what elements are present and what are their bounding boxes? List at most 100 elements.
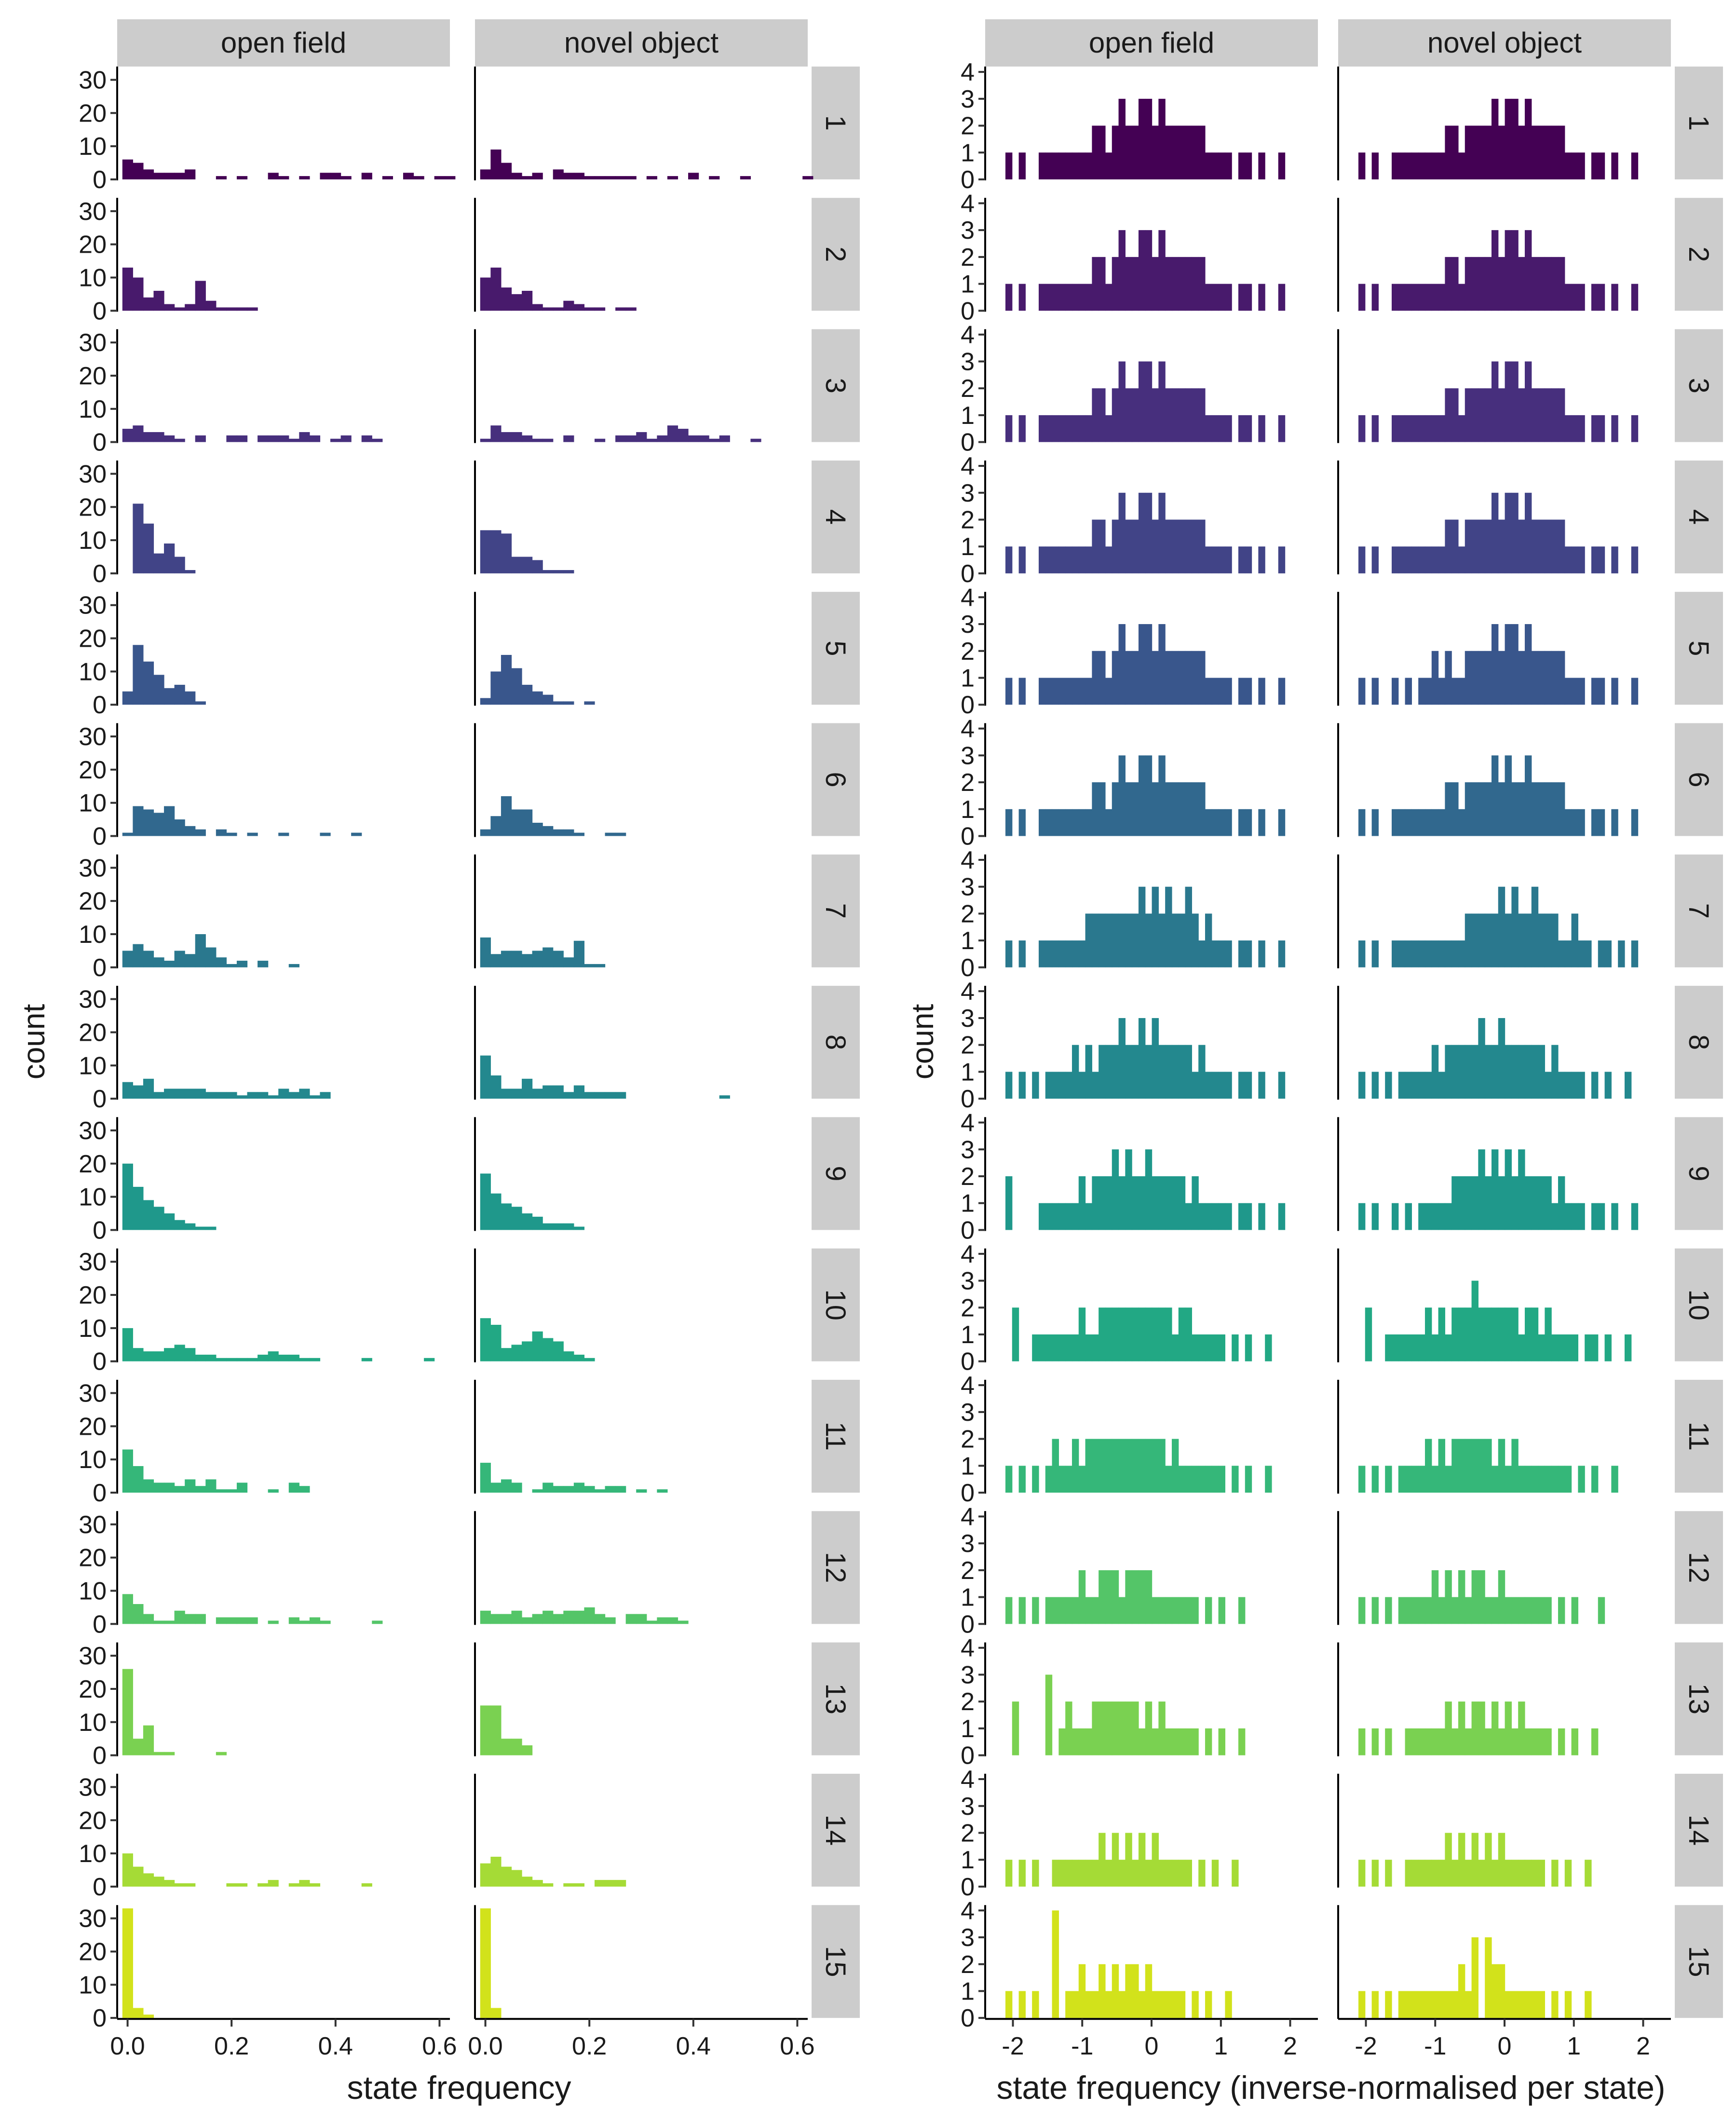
histogram-bar	[185, 1614, 196, 1624]
histogram-bar	[1405, 940, 1412, 967]
histogram-bar	[1258, 678, 1265, 705]
histogram-bar	[320, 832, 331, 836]
histogram-bar	[573, 1483, 585, 1493]
histogram-bar	[1505, 98, 1512, 179]
histogram-bar	[1099, 1964, 1106, 2018]
histogram-bar	[480, 438, 491, 442]
histogram-bar	[1205, 1466, 1212, 1493]
histogram-bar	[143, 661, 154, 705]
histogram-bar	[1558, 257, 1565, 311]
histogram-bar	[1518, 1701, 1525, 1755]
histogram-bar	[1192, 1334, 1199, 1361]
histogram-bar	[501, 432, 512, 442]
y-tick-label: 1	[961, 533, 975, 561]
histogram-bar	[490, 1705, 502, 1755]
histogram-bar	[1112, 1149, 1119, 1230]
histogram-bar	[1118, 492, 1126, 573]
histogram-bar	[522, 1617, 533, 1624]
histogram-bar	[1198, 1045, 1206, 1099]
histogram-bar	[1258, 284, 1265, 311]
histogram-bar	[1178, 1176, 1186, 1230]
y-tick-label: 20	[79, 99, 107, 127]
y-tick-label: 30	[79, 854, 107, 882]
y-tick-label: 1	[961, 1321, 975, 1349]
histogram-bar	[185, 954, 196, 967]
facet-left-7-1	[474, 854, 606, 968]
histogram-bar	[1465, 388, 1472, 442]
histogram-bar	[372, 1620, 383, 1624]
histogram-bar	[1505, 1597, 1512, 1624]
histogram-bar	[646, 1620, 657, 1624]
histogram-bar	[1585, 940, 1592, 967]
histogram-bar	[205, 1092, 217, 1099]
row-strip	[812, 198, 860, 311]
histogram-bar	[501, 1866, 512, 1887]
histogram-bar	[1485, 782, 1492, 836]
facet-left-14-1	[474, 1773, 626, 1888]
histogram-bar	[1018, 152, 1026, 179]
histogram-bar	[1038, 678, 1046, 705]
histogram-bar	[1138, 1991, 1146, 2018]
y-tick-label: 10	[79, 1052, 107, 1080]
histogram-bar	[1564, 678, 1572, 705]
histogram-bar	[802, 176, 814, 179]
histogram-bar	[1078, 415, 1086, 442]
histogram-bar	[1531, 1466, 1539, 1493]
histogram-bar	[542, 1085, 554, 1099]
histogram-bar	[1498, 125, 1505, 179]
histogram-bar	[511, 173, 522, 179]
histogram-bar	[1165, 1307, 1172, 1361]
histogram-bar	[1245, 1072, 1252, 1099]
histogram-bar	[1171, 1991, 1179, 2018]
histogram-bar	[1604, 1072, 1612, 1099]
histogram-bar	[1398, 940, 1406, 967]
histogram-bar	[1178, 1045, 1186, 1099]
right-panel: open field novel object101234201234301234…	[961, 19, 1723, 2060]
histogram-bar	[1125, 1045, 1132, 1099]
y-tick-label: 1	[961, 1715, 975, 1743]
facet-right-14-1	[1337, 1773, 1592, 1888]
histogram-bar	[153, 1620, 164, 1624]
histogram-bar	[1478, 1149, 1485, 1230]
histogram-bar	[1078, 1860, 1086, 1887]
histogram-bar	[1631, 152, 1639, 179]
histogram-bar	[1445, 388, 1452, 442]
histogram-bar	[216, 1489, 227, 1493]
x-tick-label: 0.6	[780, 2032, 814, 2060]
histogram-bar	[1391, 1203, 1399, 1230]
y-tick-label: 0	[961, 954, 975, 982]
histogram-bar	[1465, 1860, 1472, 1887]
histogram-bar	[1192, 1991, 1199, 2018]
histogram-bar	[1032, 1991, 1039, 2018]
histogram-bar	[278, 435, 289, 442]
histogram-bar	[205, 1354, 217, 1361]
histogram-bar	[1405, 1597, 1412, 1624]
histogram-bar	[1178, 1860, 1186, 1887]
row-strip-label: 5	[1683, 640, 1714, 656]
histogram-bar	[1105, 1045, 1112, 1099]
histogram-bar	[1505, 230, 1512, 311]
histogram-bar	[195, 1354, 206, 1361]
histogram-bar	[1538, 1176, 1545, 1230]
histogram-bar	[1138, 230, 1146, 311]
histogram-bar	[1012, 1307, 1019, 1361]
histogram-bar	[1152, 1307, 1159, 1361]
histogram-bar	[1245, 415, 1252, 442]
y-tick-label: 0	[961, 166, 975, 194]
histogram-bar	[1058, 1860, 1066, 1887]
x-tick-label: 0.6	[422, 2032, 457, 2060]
histogram-bar	[1138, 624, 1146, 705]
histogram-bar	[1038, 809, 1046, 836]
y-tick-label: 0	[961, 2004, 975, 2032]
histogram-bar	[1132, 913, 1139, 967]
histogram-bar	[1032, 1860, 1039, 1887]
histogram-bar	[1185, 257, 1192, 311]
histogram-bar	[309, 435, 321, 442]
histogram-bar	[1524, 1728, 1532, 1755]
histogram-bar	[1078, 940, 1086, 967]
histogram-bar	[1498, 1439, 1505, 1493]
histogram-bar	[1431, 1045, 1439, 1099]
y-tick-label: 30	[79, 1773, 107, 1801]
